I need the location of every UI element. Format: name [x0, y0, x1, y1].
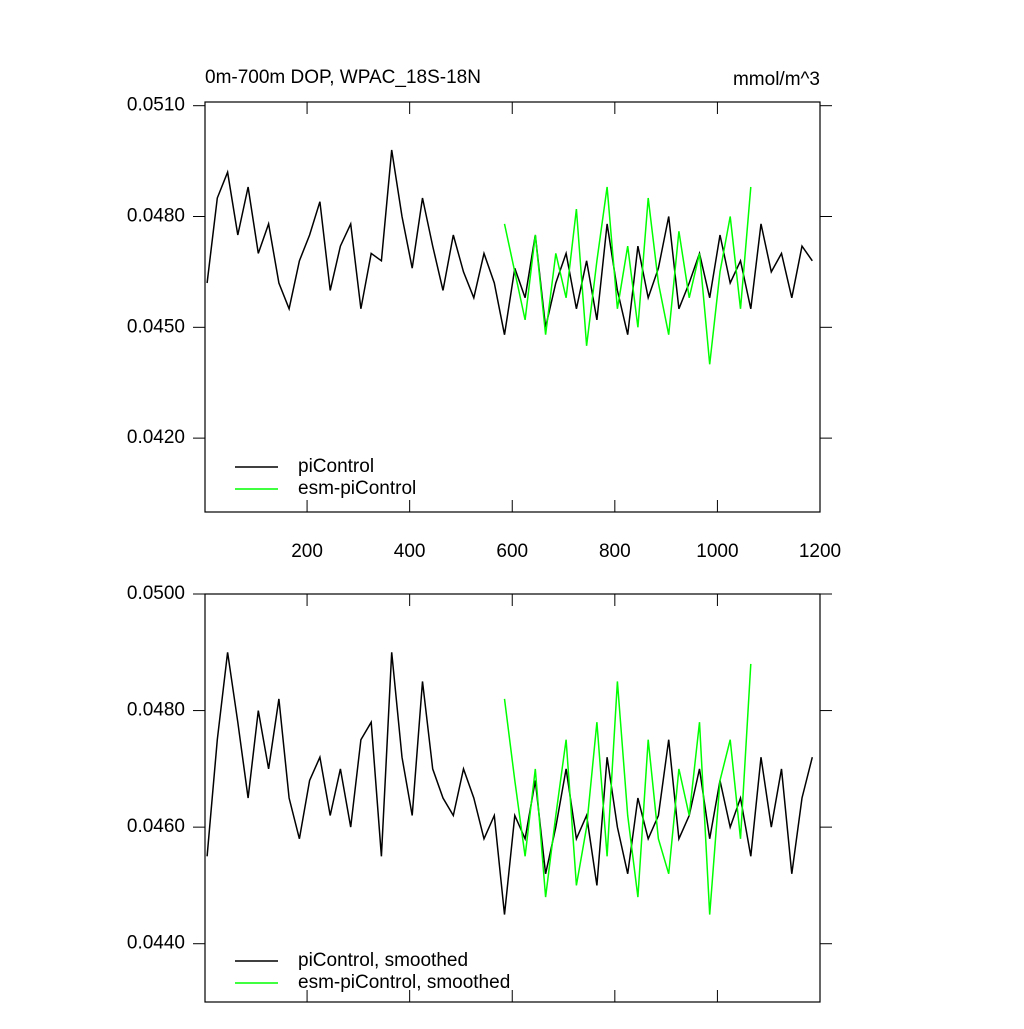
y-tick-label: 0.0460 — [127, 816, 185, 837]
units-label: mmol/m^3 — [733, 69, 820, 90]
x-tick-label: 600 — [496, 541, 528, 562]
x-tick-label: 1200 — [799, 541, 841, 562]
series-line — [206, 652, 814, 915]
legend-label: piControl — [298, 456, 374, 477]
y-tick-label: 0.0480 — [127, 206, 185, 227]
x-tick-label: 1000 — [696, 541, 738, 562]
legend-label: esm-piControl — [298, 478, 416, 499]
y-tick-label: 0.0450 — [127, 316, 185, 337]
y-tick-label: 0.0440 — [127, 933, 185, 954]
series-line — [503, 663, 752, 915]
plot-frame — [204, 593, 821, 1003]
x-tick-label: 800 — [599, 541, 631, 562]
x-tick-label: 400 — [394, 541, 426, 562]
y-tick-label: 0.0420 — [127, 427, 185, 448]
y-tick-label: 0.0500 — [127, 583, 185, 604]
y-tick-label: 0.0510 — [127, 95, 185, 116]
legend-label: piControl, smoothed — [298, 950, 468, 971]
x-tick-label: 200 — [291, 541, 323, 562]
y-tick-label: 0.0480 — [127, 700, 185, 721]
chart-title: 0m-700m DOP, WPAC_18S-18N — [205, 67, 481, 88]
series-line — [503, 186, 752, 365]
series-line — [206, 149, 813, 335]
plot-frame — [204, 101, 821, 513]
legend-label: esm-piControl, smoothed — [298, 972, 510, 993]
